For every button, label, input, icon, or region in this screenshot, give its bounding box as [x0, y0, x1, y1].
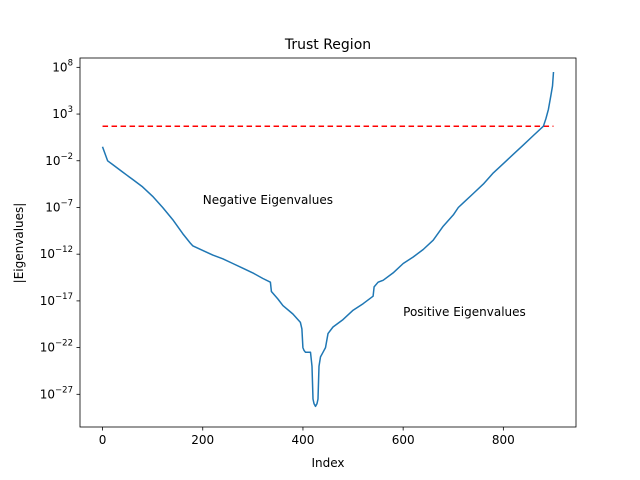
axes-frame — [79, 57, 577, 428]
chart-title: Trust Region — [284, 37, 371, 53]
x-axis-ticks: 0 200 400 600 800 — [99, 427, 515, 447]
y-tick-label: 103 — [52, 105, 73, 121]
annotation-positive-eigenvalues: Positive Eigenvalues — [403, 305, 526, 319]
y-tick-label: 10−12 — [40, 245, 73, 261]
y-tick-label: 10−17 — [40, 292, 73, 308]
x-tick-label: 200 — [191, 433, 214, 447]
y-axis-label: |Eigenvalues| — [12, 203, 26, 284]
plot-area — [101, 71, 555, 408]
x-tick-label: 400 — [291, 433, 314, 447]
y-tick-label: 10−22 — [40, 339, 73, 355]
y-axis-ticks: 108 103 10−2 10−7 10−12 10−17 10−22 10−27 — [40, 58, 80, 401]
series-line-eigenvalues — [101, 71, 555, 408]
y-tick-label: 10−2 — [45, 152, 73, 168]
x-tick-label: 600 — [392, 433, 415, 447]
y-tick-label: 108 — [52, 58, 73, 74]
x-tick-label: 800 — [492, 433, 515, 447]
annotation-negative-eigenvalues: Negative Eigenvalues — [203, 193, 333, 207]
y-tick-label: 10−7 — [45, 198, 73, 214]
y-tick-label: 10−27 — [40, 385, 73, 401]
x-tick-label: 0 — [99, 433, 107, 447]
x-axis-label: Index — [311, 456, 344, 470]
